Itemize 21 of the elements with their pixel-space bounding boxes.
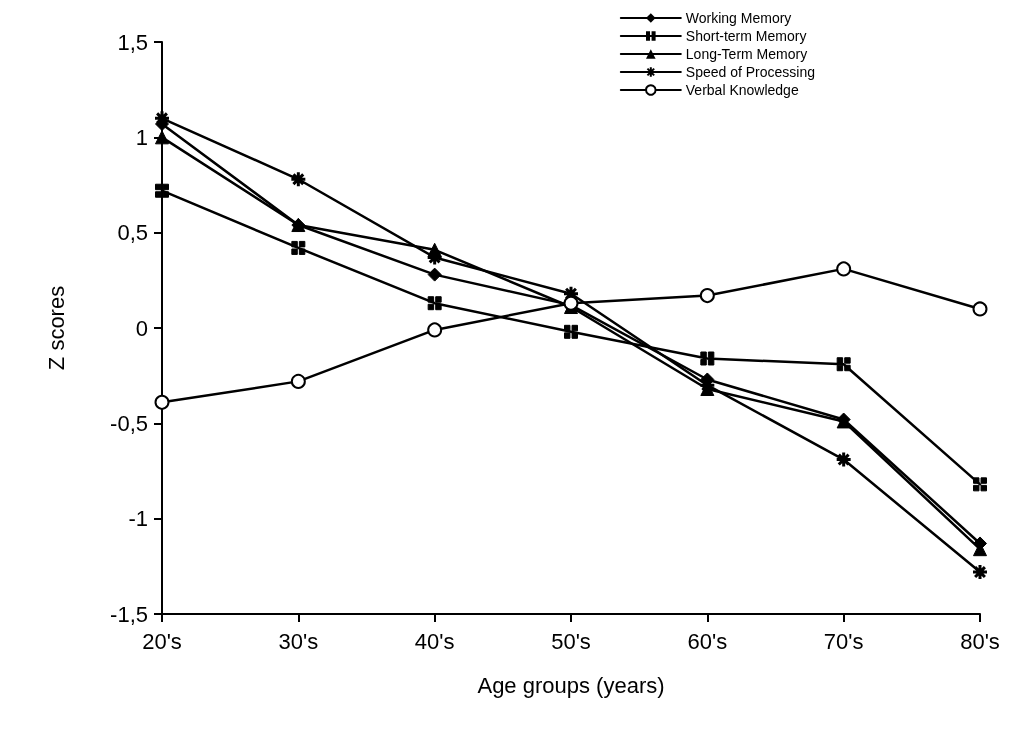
x-tick-label: 70's [823, 628, 864, 654]
legend-label: Verbal Knowledge [685, 82, 799, 98]
y-tick-label: 0,5 [117, 220, 148, 246]
legend-label: Short-term Memory [685, 28, 807, 44]
x-tick-label: 50's [551, 628, 591, 654]
legend-label: Long-Term Memory [685, 46, 808, 62]
y-tick-label: -0,5 [110, 410, 148, 436]
y-tick-label: 1,5 [117, 29, 148, 55]
y-tick-label: -1,5 [110, 601, 148, 627]
x-tick-label: 40's [414, 628, 455, 654]
x-tick-label: 80's [960, 628, 1000, 654]
legend-label: Working Memory [685, 10, 792, 26]
y-tick-label: 1 [135, 124, 148, 150]
y-tick-label: -1 [128, 506, 148, 532]
x-axis-title: Age groups (years) [477, 672, 665, 698]
y-tick-label: 0 [135, 315, 148, 341]
y-axis-title: Z scores [43, 285, 69, 371]
x-tick-label: 30's [278, 628, 319, 654]
x-tick-label: 60's [687, 628, 728, 654]
x-tick-label: 20's [142, 628, 182, 654]
legend-label: Speed of Processing [685, 64, 816, 80]
